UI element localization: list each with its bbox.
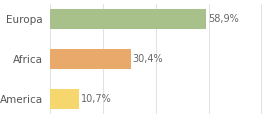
Bar <box>50 9 206 29</box>
Bar <box>50 49 130 69</box>
Text: 10,7%: 10,7% <box>81 94 111 104</box>
Bar <box>50 89 79 109</box>
Text: 30,4%: 30,4% <box>133 54 163 64</box>
Text: 58,9%: 58,9% <box>208 14 239 24</box>
